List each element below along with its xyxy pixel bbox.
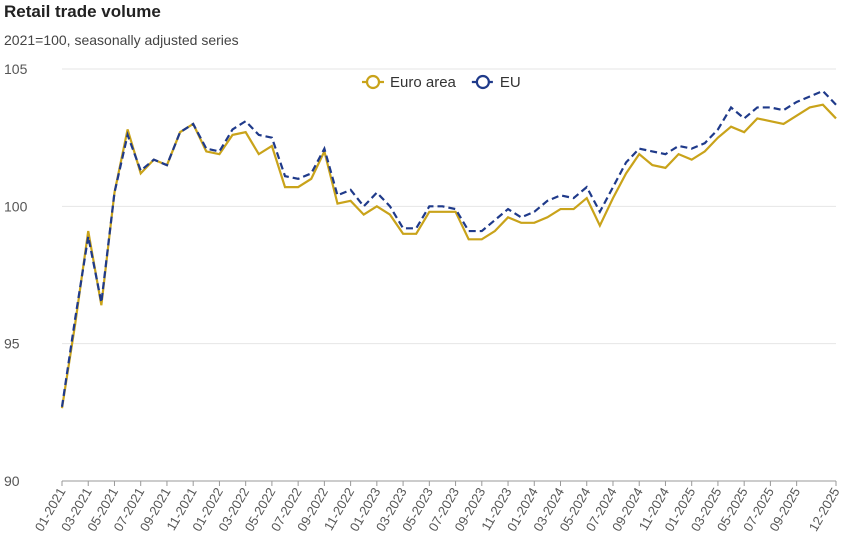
y-tick-label: 95: [4, 336, 20, 352]
legend-marker: [475, 74, 490, 90]
y-tick-label: 90: [4, 473, 20, 489]
legend-marker: [365, 74, 381, 90]
legend-label: Euro area: [390, 74, 457, 91]
chart-subtitle: 2021=100, seasonally adjusted series: [4, 32, 239, 48]
y-tick-label: 100: [4, 198, 28, 214]
x-tick-label: 12-2025: [806, 485, 843, 534]
series-line: [60, 103, 837, 409]
legend-label: EU: [500, 74, 521, 91]
series-line: [60, 89, 837, 408]
chart-title: Retail trade volume: [4, 2, 161, 21]
y-tick-label: 105: [4, 61, 28, 77]
